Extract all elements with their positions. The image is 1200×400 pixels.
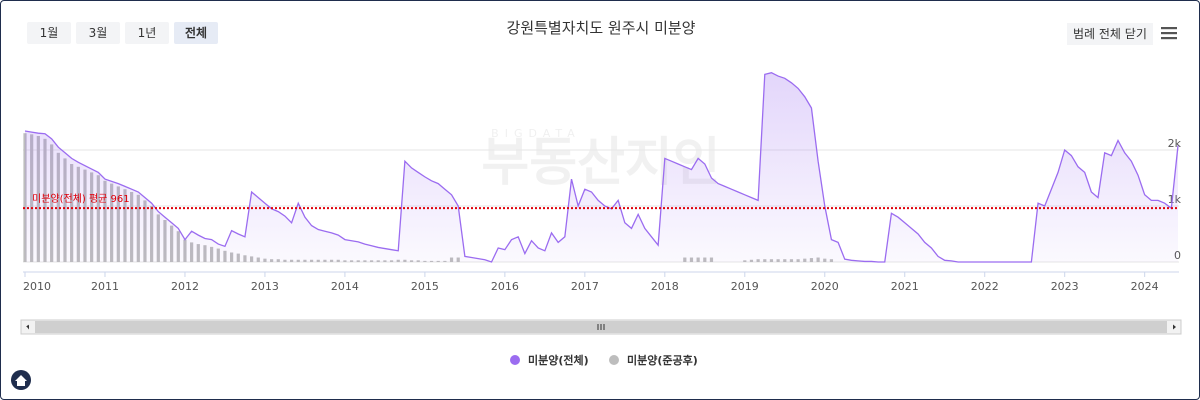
- range-button[interactable]: 3월: [76, 22, 120, 44]
- x-tick-label: 2017: [571, 280, 599, 293]
- home-icon[interactable]: [11, 370, 31, 390]
- legend-toggle[interactable]: 범례 전체 닫기: [1067, 23, 1153, 45]
- y-tick-label: 2k: [1168, 137, 1182, 150]
- chart-title: 강원특별자치도 원주시 미분양: [506, 19, 696, 37]
- line: [24, 72, 1179, 263]
- range-button[interactable]: 1월: [27, 22, 71, 44]
- x-tick-label: 2023: [1051, 280, 1079, 293]
- legend-label: 미분양(준공후): [627, 353, 698, 367]
- x-tick-label: 2011: [91, 280, 119, 293]
- x-tick-label: 2018: [651, 280, 679, 293]
- area-fill: [25, 72, 1178, 262]
- x-tick-label: 2021: [891, 280, 919, 293]
- x-tick-label: 2015: [411, 280, 439, 293]
- x-tick-label: 2013: [251, 280, 279, 293]
- legend-marker: [510, 355, 520, 365]
- range-button[interactable]: 1년: [125, 22, 169, 44]
- x-tick-label: 2014: [331, 280, 359, 293]
- scrollbar[interactable]: [20, 319, 1182, 335]
- x-tick-label: 2020: [811, 280, 839, 293]
- x-tick-label: 2022: [971, 280, 999, 293]
- menu-icon[interactable]: [1161, 27, 1177, 40]
- legend-marker: [609, 355, 619, 365]
- x-tick-label: 2024: [1131, 280, 1159, 293]
- legend-label: 미분양(전체): [528, 353, 589, 367]
- x-tick-label: 2010: [23, 280, 51, 293]
- x-tick-label: 2012: [171, 280, 199, 293]
- x-tick-label: 2019: [731, 280, 759, 293]
- x-tick-label: 2016: [491, 280, 519, 293]
- average-label: 미분양(전체) 평균 961: [32, 193, 130, 205]
- range-button[interactable]: 전체: [174, 22, 218, 44]
- watermark: BIGDATA: [491, 127, 581, 140]
